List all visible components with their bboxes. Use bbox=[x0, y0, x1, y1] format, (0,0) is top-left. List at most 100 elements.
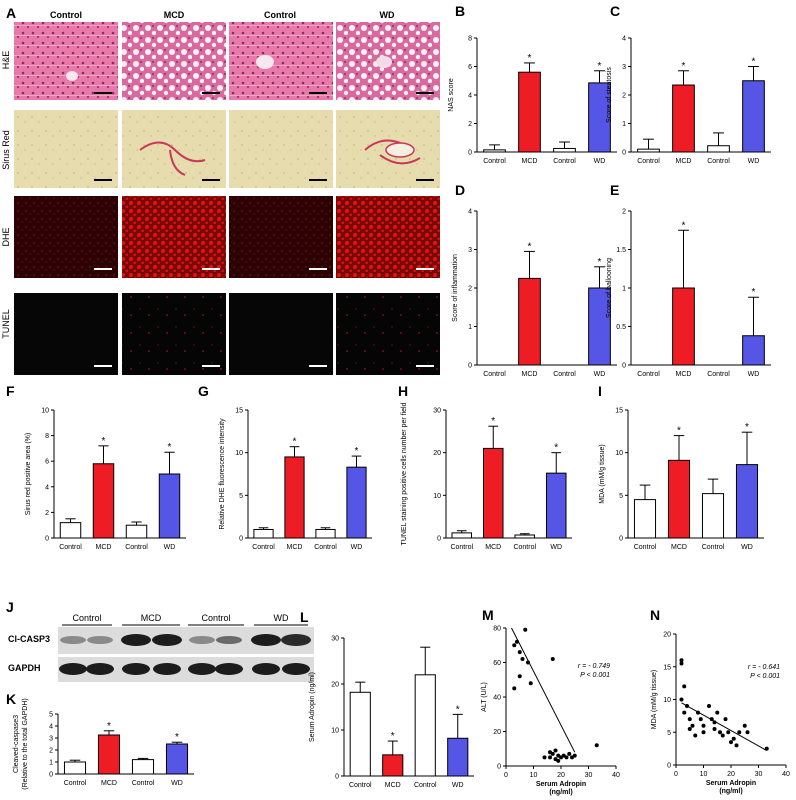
row-label-sirius-red: Sirus Red bbox=[1, 130, 11, 170]
significance-star: * bbox=[752, 287, 756, 298]
bar-mcd bbox=[672, 84, 695, 153]
x-tick-label: 30 bbox=[585, 772, 593, 779]
y-tick-label: 4 bbox=[49, 724, 53, 731]
y-tick-label: 1.5 bbox=[616, 247, 626, 254]
bar-control bbox=[633, 499, 657, 539]
significance-star: * bbox=[102, 436, 106, 447]
data-point bbox=[679, 658, 684, 663]
bar-control bbox=[125, 524, 148, 539]
bar-control bbox=[59, 522, 82, 539]
y-tick-label: 0 bbox=[622, 150, 626, 157]
correlation-annotation: r = - 0.749 bbox=[578, 663, 610, 670]
x-tick-label: Control bbox=[702, 544, 725, 551]
data-point bbox=[701, 730, 706, 735]
panel-letter-b: B bbox=[455, 3, 465, 19]
column-header-control-1: Control bbox=[50, 10, 82, 20]
y-tick-label: 0 bbox=[45, 536, 49, 543]
y-axis-label: Score of ballooning bbox=[606, 258, 613, 318]
row-label-he: H&E bbox=[1, 51, 11, 70]
x-tick-label: WD bbox=[748, 158, 760, 165]
bar-control bbox=[63, 761, 87, 775]
chart-i-mda: I 0 5 10 15 MDA (mM/g tissue) Control * MCD Contr… bbox=[598, 383, 764, 551]
blot-label-cl-casp3: Cl-CASP3 bbox=[8, 634, 50, 644]
x-tick-label: 10 bbox=[530, 772, 538, 779]
x-tick-label: Control bbox=[450, 544, 473, 551]
blot-group-control-2: Control bbox=[201, 613, 230, 623]
y-tick-label: 2 bbox=[622, 209, 626, 216]
significance-star: * bbox=[107, 721, 111, 732]
x-tick-label: MCD bbox=[676, 371, 692, 378]
x-tick-label: MCD bbox=[385, 782, 401, 789]
y-tick-label: 5 bbox=[49, 712, 53, 719]
data-point bbox=[687, 726, 692, 731]
panel-letter-l: L bbox=[300, 609, 309, 625]
data-point bbox=[548, 750, 552, 755]
x-tick-label: WD bbox=[171, 780, 183, 787]
y-tick-label: 2 bbox=[622, 93, 626, 100]
y-tick-label: 2 bbox=[468, 121, 472, 128]
micrograph-dhe-control-2 bbox=[229, 196, 333, 278]
micrograph-he-mcd bbox=[122, 22, 226, 100]
data-point bbox=[701, 723, 706, 728]
y-tick-label: 4 bbox=[468, 209, 472, 216]
bar-control bbox=[514, 534, 536, 539]
x-tick-label: 0 bbox=[504, 772, 508, 779]
significance-star: * bbox=[456, 704, 460, 715]
bar-wd bbox=[158, 473, 181, 539]
column-header-control-2: Control bbox=[264, 10, 296, 20]
data-point bbox=[567, 751, 572, 756]
bar-control bbox=[553, 147, 576, 153]
x-tick-label: Control bbox=[553, 158, 576, 165]
row-label-dhe: DHE bbox=[1, 227, 11, 246]
x-tick-label: MCD bbox=[522, 158, 538, 165]
chart-h-tunel: H 0 10 20 30 TUNEL staining positive cells nu… bbox=[398, 383, 572, 551]
micrograph-he-control bbox=[14, 22, 118, 100]
y-tick-label: 20 bbox=[493, 729, 501, 736]
y-axis-label: NAS score bbox=[448, 78, 455, 112]
significance-star: * bbox=[677, 426, 681, 437]
significance-star: * bbox=[391, 731, 395, 742]
bar-wd bbox=[742, 80, 765, 153]
micrograph-tunel-control-2 bbox=[229, 293, 333, 375]
data-point bbox=[745, 730, 750, 735]
y-tick-label: 5 bbox=[239, 493, 243, 500]
chart-m-alt-vs-adropin: M 0 20 40 60 80 ALT (U/L) 0 10 20 30 40 Serum Adropi… bbox=[481, 607, 620, 796]
data-point bbox=[572, 753, 577, 758]
x-tick-label: WD bbox=[748, 371, 760, 378]
x-tick-label: Control bbox=[349, 782, 372, 789]
blot-label-gapdh: GAPDH bbox=[8, 663, 41, 673]
blot-bands-casp3 bbox=[60, 634, 311, 646]
y-tick-label: 60 bbox=[493, 660, 501, 667]
data-point bbox=[512, 643, 517, 648]
y-axis-label: Score of steatosis bbox=[606, 67, 613, 123]
data-point bbox=[520, 657, 525, 662]
correlation-annotation: r = - 0.641 bbox=[748, 664, 780, 671]
bar-control bbox=[707, 145, 730, 153]
y-tick-label: 5 bbox=[619, 493, 623, 500]
significance-star: * bbox=[682, 220, 686, 231]
y-tick-label: 5 bbox=[667, 730, 671, 737]
micrograph-he-control-2 bbox=[229, 22, 333, 100]
bar-wd bbox=[742, 335, 765, 366]
y-tick-label: 0 bbox=[49, 772, 53, 779]
data-point bbox=[517, 650, 522, 655]
data-point bbox=[682, 684, 687, 689]
chart-l-serum-adropin: L 0 10 20 30 Serum Adropin (ng/ml) Control * MCD… bbox=[300, 609, 474, 789]
bar-control bbox=[315, 528, 336, 539]
y-tick-label: 15 bbox=[615, 408, 623, 415]
y-axis-label: Relative DHE fluorescence intensity bbox=[219, 418, 226, 530]
x-tick-label: WD bbox=[164, 544, 176, 551]
bar-mcd bbox=[672, 287, 695, 366]
micrograph-vessel bbox=[376, 56, 392, 68]
y-tick-label: 8 bbox=[468, 36, 472, 43]
bar-mcd bbox=[518, 277, 541, 366]
data-point bbox=[712, 726, 717, 731]
bar-mcd bbox=[518, 71, 541, 153]
bar-control bbox=[414, 674, 436, 777]
regression-line bbox=[681, 702, 767, 752]
micrograph-dhe-control bbox=[14, 196, 118, 278]
y-tick-label: 1 bbox=[622, 121, 626, 128]
data-point bbox=[682, 710, 687, 715]
y-tick-label: 1 bbox=[468, 324, 472, 331]
